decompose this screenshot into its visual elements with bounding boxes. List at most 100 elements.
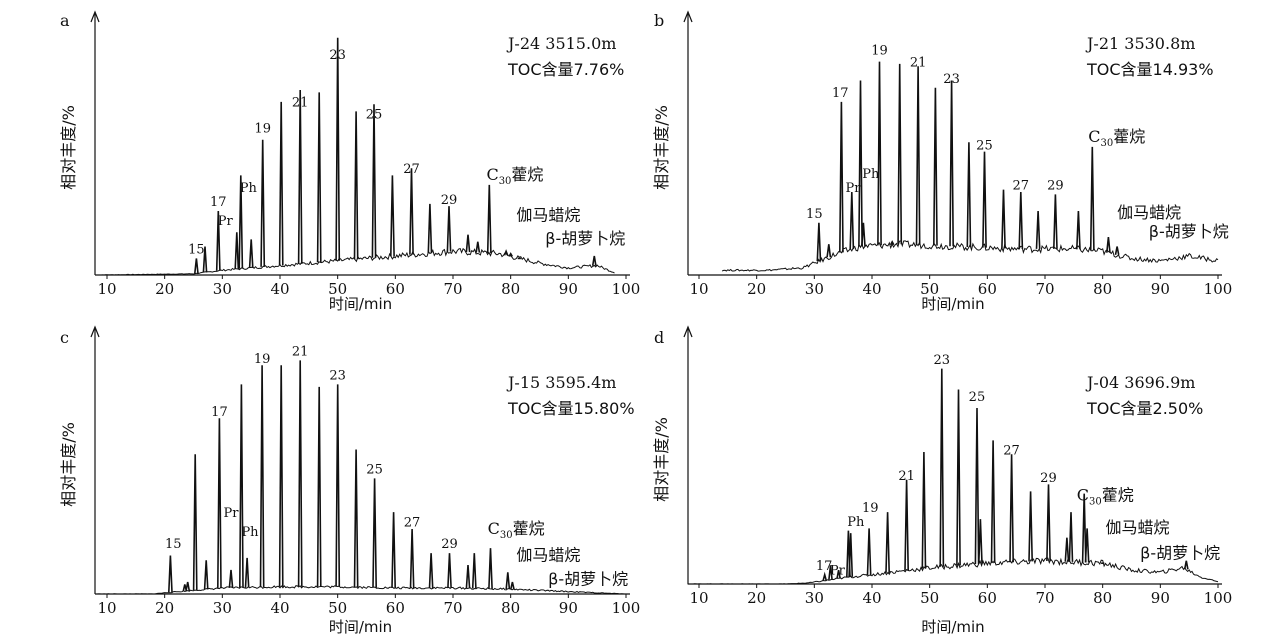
chromatogram-peak xyxy=(828,565,833,580)
toc-content: TOC含量2.50% xyxy=(1086,399,1203,418)
toc-content: TOC含量7.76% xyxy=(507,60,624,79)
y-axis-arrow-icon xyxy=(683,325,693,338)
peak-label: 29 xyxy=(441,537,458,552)
chromatogram-peak xyxy=(510,581,515,590)
chromatogram-peak xyxy=(826,244,832,258)
chromatogram-peak xyxy=(849,191,855,250)
peak-label: 19 xyxy=(254,352,271,367)
peak-label: 15 xyxy=(806,207,823,222)
peak-label: 29 xyxy=(1040,471,1057,486)
chromatogram-peak xyxy=(260,139,266,267)
chromatogram-peak xyxy=(877,61,882,246)
chromatogram-peak xyxy=(239,384,244,588)
peak-label: β-胡萝卜烷 xyxy=(545,229,625,248)
peak-label: β-胡萝卜烷 xyxy=(548,569,628,588)
chromatogram-peak xyxy=(1068,512,1074,562)
chromatogram-peak xyxy=(446,206,452,252)
peak-label: 25 xyxy=(366,107,383,122)
peak-label: 23 xyxy=(934,353,951,368)
sample-title: J-21 3530.8m xyxy=(1085,34,1195,53)
y-axis-arrow-icon xyxy=(90,10,100,23)
chromatogram-peak xyxy=(185,581,191,592)
x-tick-label: 70 xyxy=(1035,589,1054,607)
chromatogram-peak xyxy=(316,92,322,263)
chromatogram-peak xyxy=(1114,246,1120,255)
chromatogram-peak xyxy=(982,151,987,248)
chromatogram-peak xyxy=(816,222,822,262)
chromatogram-peak xyxy=(427,203,433,254)
peak-label: 15 xyxy=(188,243,205,258)
chromatogram-peak xyxy=(297,360,303,587)
chromatogram-peak xyxy=(822,571,828,581)
x-tick-label: 60 xyxy=(978,589,997,607)
peak-label: C30藿烷 xyxy=(488,519,545,541)
x-tick-label: 100 xyxy=(612,280,641,298)
baseline-trace xyxy=(95,585,626,595)
chromatogram-peak xyxy=(1076,210,1081,250)
chromatogram-peak xyxy=(194,258,199,274)
chromatogram-peak xyxy=(839,101,844,253)
x-tick-label: 70 xyxy=(443,599,462,617)
peak-label: Pr xyxy=(845,181,861,196)
chromatogram-peak xyxy=(409,168,414,255)
toc-content: TOC含量14.93% xyxy=(1086,60,1214,79)
chromatogram-peak xyxy=(486,184,492,254)
chromatogram-peak xyxy=(428,553,434,589)
sample-title: J-04 3696.9m xyxy=(1085,373,1195,392)
chromatogram-peak xyxy=(391,512,396,588)
chromatogram-peak xyxy=(353,449,359,588)
chromatogram-peak xyxy=(897,63,903,245)
peak-label: β-胡萝卜烷 xyxy=(1140,544,1220,563)
chromatogram-peak xyxy=(465,565,471,589)
sample-title: J-24 3515.0m xyxy=(506,34,616,53)
panel-label: b xyxy=(654,11,664,30)
peak-label: C30藿烷 xyxy=(1088,127,1145,149)
peak-label: 21 xyxy=(292,345,309,360)
peak-label: C30藿烷 xyxy=(486,165,543,187)
x-tick-label: 30 xyxy=(805,280,824,298)
chromatogram-peak xyxy=(259,365,265,588)
x-tick-label: 100 xyxy=(1204,280,1233,298)
peak-label: 25 xyxy=(976,138,993,153)
peak-label: Ph xyxy=(241,525,259,540)
chromatogram-peak xyxy=(278,101,284,266)
chromatogram-peak xyxy=(335,384,341,587)
chromatogram-peak xyxy=(297,89,303,264)
peak-label: 21 xyxy=(898,469,915,484)
panel-label: a xyxy=(60,11,70,30)
peak-label: 17 xyxy=(210,195,227,210)
chromatogram-peak xyxy=(866,528,872,576)
peak-label: 19 xyxy=(254,122,271,137)
peak-label: 19 xyxy=(862,501,879,516)
y-axis-label: 相对丰度/% xyxy=(59,422,78,507)
x-axis-label: 时间/min xyxy=(921,618,984,636)
panel-d: 10 20 30 40 50 60 70 80 90 100 时间/min 相对丰度/% d J-04 3… xyxy=(652,325,1233,636)
x-tick-label: 90 xyxy=(1151,280,1170,298)
y-axis-label: 相对丰度/% xyxy=(652,105,671,190)
x-tick-label: 60 xyxy=(386,280,405,298)
x-tick-label: 100 xyxy=(1204,589,1233,607)
chromatogram-peak xyxy=(335,37,341,261)
x-tick-label: 30 xyxy=(213,280,232,298)
x-tick-label: 60 xyxy=(978,280,997,298)
x-axis-label: 时间/min xyxy=(329,295,392,313)
peak-label: 17 xyxy=(211,405,228,420)
x-tick-label: 80 xyxy=(1093,280,1112,298)
chromatogram-peak xyxy=(1028,491,1033,562)
x-tick-label: 50 xyxy=(328,599,347,617)
chromatogram-peak xyxy=(848,533,854,577)
baseline-trace xyxy=(687,557,1219,585)
panel-c: 10 20 30 40 50 60 70 80 90 100 时间/min 相对丰度/% c J-15 3… xyxy=(59,325,640,636)
x-tick-label: 30 xyxy=(805,589,824,607)
chromatogram-peak xyxy=(1081,493,1087,563)
chromatogram-peak xyxy=(1001,189,1006,249)
x-tick-label: 40 xyxy=(862,589,881,607)
x-tick-label: 10 xyxy=(689,280,708,298)
x-tick-label: 10 xyxy=(97,280,116,298)
peak-label: 27 xyxy=(403,162,420,177)
chromatogram-peak xyxy=(316,386,322,587)
chromatogram-peak xyxy=(978,519,983,564)
peak-label: 27 xyxy=(1013,179,1030,194)
x-tick-label: 70 xyxy=(1035,280,1054,298)
